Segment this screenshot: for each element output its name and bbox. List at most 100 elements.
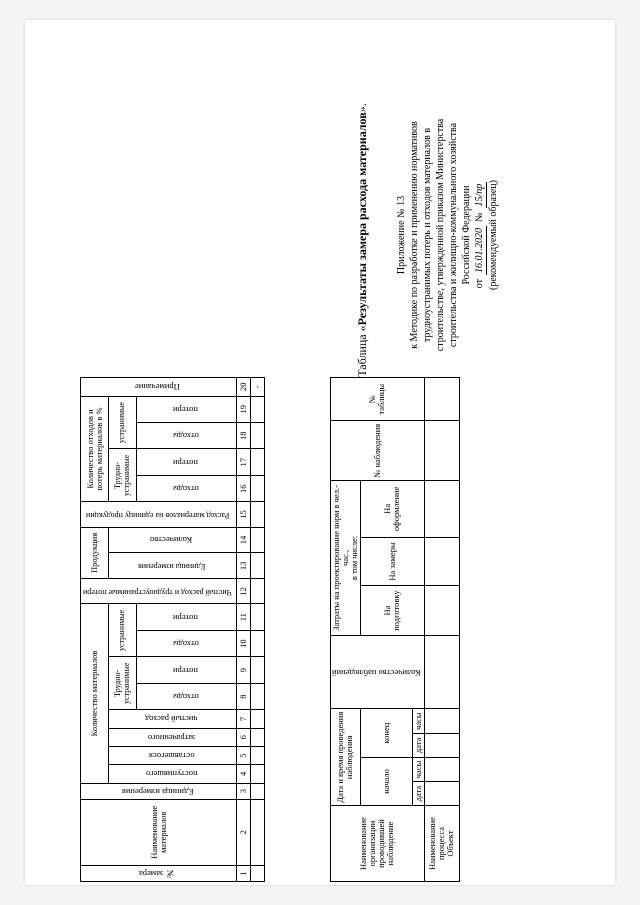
col-loss: потери xyxy=(173,458,198,467)
col-netcons: чистый расход xyxy=(145,715,198,724)
num-cell: 2 xyxy=(237,799,251,865)
num-cell: 14 xyxy=(237,527,251,553)
col-waste: отходы xyxy=(173,692,199,701)
data-cell xyxy=(251,396,265,422)
empty-cell xyxy=(424,782,459,806)
recommended-label: (рекомендуемый образец) xyxy=(487,45,500,425)
num-cell: 1 xyxy=(237,865,251,881)
org-cell: Наименование организации проводившей наб… xyxy=(331,806,425,882)
col-loss: потери xyxy=(173,405,198,414)
col-sample-no: № замера xyxy=(139,869,175,878)
data-cell: - xyxy=(251,378,265,397)
product-header: Продукция xyxy=(81,527,109,579)
num-cell: 10 xyxy=(237,630,251,656)
empty-cell xyxy=(424,421,459,481)
qty-materials-header: Количество материалов xyxy=(81,604,109,783)
num-cell: 20 xyxy=(237,378,251,397)
col-received: поступившего xyxy=(146,769,198,778)
data-cell xyxy=(251,728,265,746)
col-cons-unit: Расход материалов на единицу продукции xyxy=(86,510,229,518)
num-cell: 12 xyxy=(237,579,251,604)
date-col: дата xyxy=(412,733,424,757)
empty-cell xyxy=(424,537,459,586)
prep-header: На подготовку xyxy=(360,586,424,635)
qty-percent-header: Количество отходов и потерь материалов в… xyxy=(81,396,109,502)
header-table: Наименование организации проводившей наб… xyxy=(330,42,460,882)
data-cell xyxy=(251,683,265,709)
num-cell: 17 xyxy=(237,449,251,475)
header-line: Российской Федерации xyxy=(460,45,473,425)
data-cell xyxy=(251,475,265,501)
col-spent: затраченного xyxy=(148,733,195,742)
col-note: Примечание xyxy=(135,382,180,391)
empty-cell xyxy=(424,709,459,733)
num-cell: 8 xyxy=(237,683,251,709)
num-cell: 15 xyxy=(237,502,251,527)
obs-no: № наблюдения xyxy=(331,421,425,481)
data-cell xyxy=(251,423,265,449)
meas-header: На замеры xyxy=(360,537,424,586)
data-cell xyxy=(251,449,265,475)
col-prod-qty: Количество xyxy=(150,536,192,545)
col-net: Чистый расход и трудноустранимые потери xyxy=(83,587,232,595)
data-cell xyxy=(251,765,265,783)
col-waste: отходы xyxy=(173,639,199,648)
hard-header: Трудно- устранимые xyxy=(109,657,137,710)
data-cell xyxy=(251,502,265,527)
empty-cell xyxy=(424,733,459,757)
main-table: № замера Наименование материалов Единица… xyxy=(80,42,265,882)
form-header: На оформление xyxy=(360,481,424,537)
data-cell xyxy=(251,865,265,881)
col-loss: потери xyxy=(173,613,198,622)
end-header: конец xyxy=(360,709,412,757)
handwritten-date: 16.01.2020 xyxy=(473,226,487,275)
empty-cell xyxy=(424,481,459,537)
num-cell: 11 xyxy=(237,604,251,630)
data-cell xyxy=(251,527,265,553)
empty-cell xyxy=(424,378,459,421)
process-cell: Наименование процесса Объект xyxy=(424,806,459,882)
data-cell xyxy=(251,604,265,630)
obs-count: Количество наблюдений xyxy=(332,668,421,677)
data-cell xyxy=(251,657,265,683)
num-cell: 5 xyxy=(237,746,251,764)
num-cell: 13 xyxy=(237,553,251,579)
num-cell: 4 xyxy=(237,765,251,783)
empty-cell xyxy=(424,586,459,635)
num-cell: 3 xyxy=(237,783,251,799)
empty-cell xyxy=(424,757,459,781)
elim-header: устранимые xyxy=(109,604,137,657)
col-waste: отходы xyxy=(173,431,199,440)
num-cell: 7 xyxy=(237,710,251,728)
num-cell: 19 xyxy=(237,396,251,422)
data-cell xyxy=(251,710,265,728)
start-header: начало xyxy=(360,757,412,805)
data-cell xyxy=(251,799,265,865)
data-cell xyxy=(251,553,265,579)
num-cell: 9 xyxy=(237,657,251,683)
handwritten-number: 15/пр xyxy=(473,182,487,209)
hard-header2: Трудно- устранимые xyxy=(109,449,137,502)
col-remaining: оставшегося xyxy=(149,751,195,760)
data-cell xyxy=(251,783,265,799)
data-cell xyxy=(251,579,265,604)
num-cell: 16 xyxy=(237,475,251,501)
table-no: № таблицы xyxy=(331,378,425,421)
date-col: дата xyxy=(412,782,424,806)
col-loss: потери xyxy=(173,666,198,675)
order-line: от 16.01.2020 № 15/пр xyxy=(473,45,487,425)
num-cell: 18 xyxy=(237,423,251,449)
datetime-header: Дата и время проведения наблюдения xyxy=(331,709,361,806)
data-cell xyxy=(251,746,265,764)
num-cell: 6 xyxy=(237,728,251,746)
costs-header: Затраты на проектирование норм в чел.-ча… xyxy=(331,481,361,636)
hours-col: часы xyxy=(412,709,424,733)
col-unit: Единица измерения xyxy=(122,787,194,796)
col-material-name: Наименование материалов xyxy=(81,799,237,865)
data-cell xyxy=(251,630,265,656)
hours-col: часы xyxy=(412,757,424,781)
col-prod-unit: Единица измерения xyxy=(138,562,205,570)
col-waste: отходы xyxy=(173,484,199,493)
empty-cell xyxy=(424,635,459,709)
elim-header2: устранимые xyxy=(109,396,137,449)
